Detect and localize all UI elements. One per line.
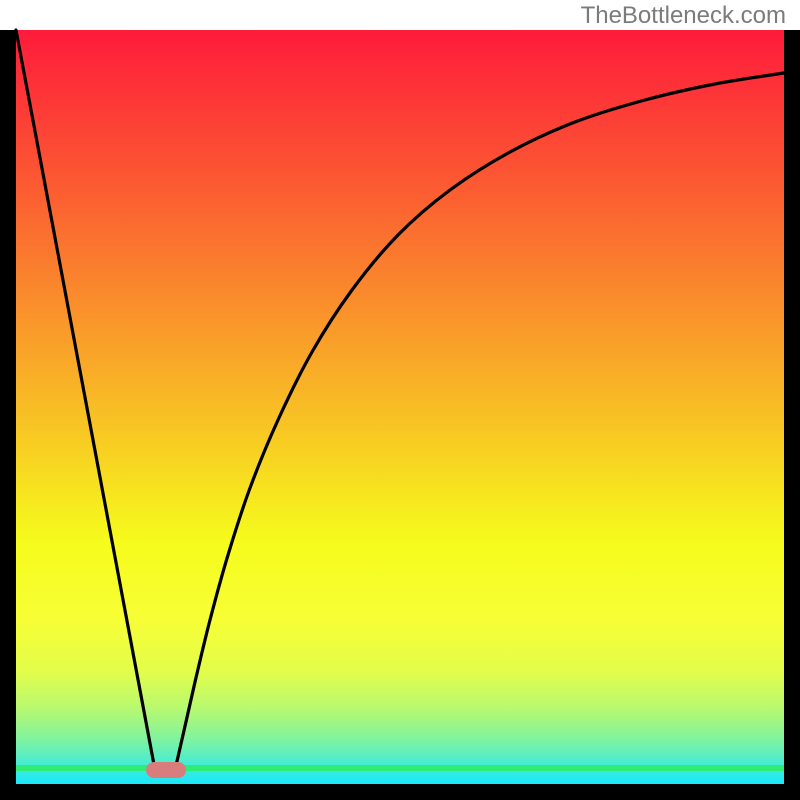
frame-border-right xyxy=(784,30,800,800)
frame-border-left xyxy=(0,30,16,800)
chart-container: TheBottleneck.com xyxy=(0,0,800,800)
baseline-band xyxy=(16,765,784,771)
chart-svg xyxy=(0,0,800,800)
gradient-background xyxy=(16,30,784,784)
optimum-marker xyxy=(146,762,186,778)
frame-border-bottom xyxy=(0,784,800,800)
watermark-text: TheBottleneck.com xyxy=(581,2,786,30)
